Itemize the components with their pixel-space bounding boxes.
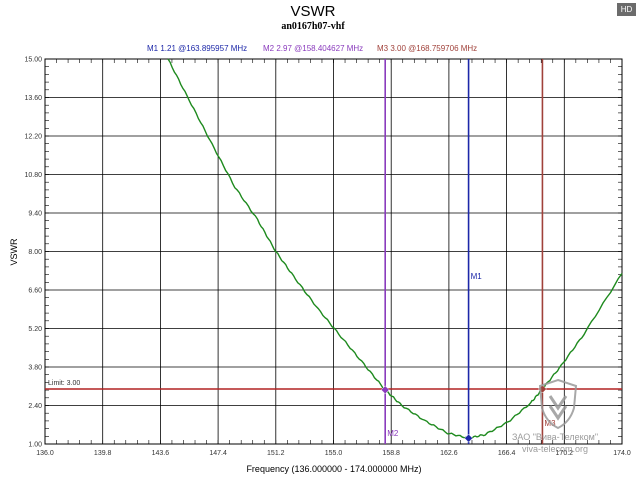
y-tick-label: 10.80: [24, 172, 42, 179]
x-tick-label: 174.0: [613, 450, 631, 457]
y-tick-label: 2.40: [28, 403, 42, 410]
y-tick-label: 9.40: [28, 211, 42, 218]
y-tick-label: 12.20: [24, 134, 42, 141]
y-tick-label: 13.60: [24, 95, 42, 102]
marker-m3-readout: M3 3.00 @168.759706 MHz: [377, 44, 477, 53]
x-tick-label: 147.4: [209, 450, 227, 457]
limit-label: Limit: 3.00: [48, 380, 80, 387]
shield-icon: [538, 378, 578, 430]
chart-subtitle: an0167h07-vhf: [281, 21, 345, 32]
y-axis-label: VSWR: [9, 238, 19, 266]
chart-title: VSWR: [291, 3, 336, 20]
marker-m1-point: [464, 433, 473, 443]
watermark-site: viva-telecom.org: [522, 444, 589, 454]
x-tick-label: 143.6: [152, 450, 170, 457]
watermark-company: ЗАО "Вива-Телеком": [512, 432, 599, 442]
x-axis-label: Frequency (136.000000 - 174.000000 MHz): [246, 464, 421, 474]
watermark: ЗАО "Вива-Телеком" viva-telecom.org: [508, 378, 608, 458]
y-tick-label: 1.00: [28, 442, 42, 449]
y-tick-label: 8.00: [28, 249, 42, 256]
marker-m2-tag: M2: [387, 429, 399, 438]
marker-m2-readout: M2 2.97 @158.404627 MHz: [263, 44, 363, 53]
x-tick-labels: 136.0 139.8 143.6 147.4 151.2 155.0 158.8 162.6…: [36, 450, 631, 457]
x-tick-label: 158.8: [382, 450, 400, 457]
vswr-trace-line: [167, 58, 623, 439]
marker-points: [380, 384, 547, 443]
y-tick-label: 3.80: [28, 365, 42, 372]
y-tick-labels: 1.00 2.40 3.80 5.20 6.60 8.00 9.40 10.80 12.20 13…: [24, 57, 42, 449]
x-tick-label: 170.2: [556, 450, 574, 457]
vswr-trace: [167, 58, 623, 439]
hd-badge[interactable]: HD: [617, 3, 636, 16]
x-tick-label: 136.0: [36, 450, 54, 457]
x-tick-label: 151.2: [267, 450, 285, 457]
limit-line: Limit: 3.00: [45, 380, 622, 390]
marker-readouts: M1 1.21 @163.895957 MHz M2 2.97 @158.404…: [147, 44, 477, 53]
x-tick-label: 155.0: [325, 450, 343, 457]
x-tick-label: 166.4: [498, 450, 516, 457]
x-tick-label: 139.8: [94, 450, 112, 457]
grid-lines: [44, 58, 623, 445]
y-tick-label: 5.20: [28, 326, 42, 333]
marker-m1-readout: M1 1.21 @163.895957 MHz: [147, 44, 247, 53]
y-tick-label: 15.00: [24, 57, 42, 64]
x-tick-label: 162.6: [440, 450, 458, 457]
y-tick-label: 6.60: [28, 288, 42, 295]
marker-m1-tag: M1: [471, 272, 483, 281]
marker-m2-point: [380, 385, 390, 395]
